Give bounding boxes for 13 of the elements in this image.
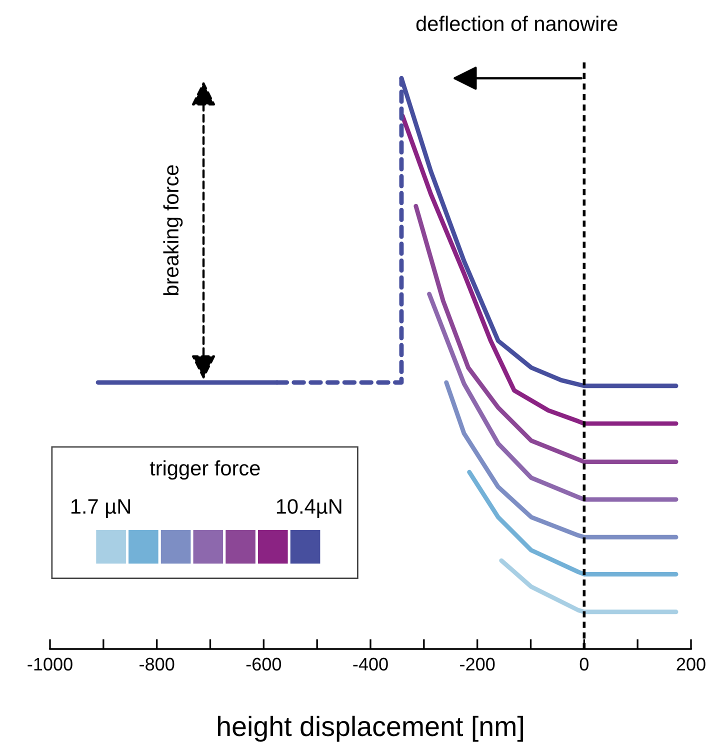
legend-title: trigger force: [150, 460, 260, 480]
annotation: 10.4µN: [276, 499, 342, 518]
text: deflection of nanowire: [416, 16, 618, 32]
annotation: 1.7 µN: [71, 499, 130, 518]
x-axis-title: height displacement [nm]: [218, 716, 523, 742]
x-tick-label: -1000: [28, 658, 72, 671]
x-tick-label: 200: [676, 658, 706, 671]
x-tick-label: -400: [353, 658, 388, 671]
x-tick-label: -600: [246, 658, 282, 671]
x-tick-label: -800: [140, 658, 174, 671]
annotation: breaking force: [163, 165, 183, 296]
x-tick-label: -200: [460, 658, 495, 671]
x-tick-label: 0: [580, 658, 588, 671]
